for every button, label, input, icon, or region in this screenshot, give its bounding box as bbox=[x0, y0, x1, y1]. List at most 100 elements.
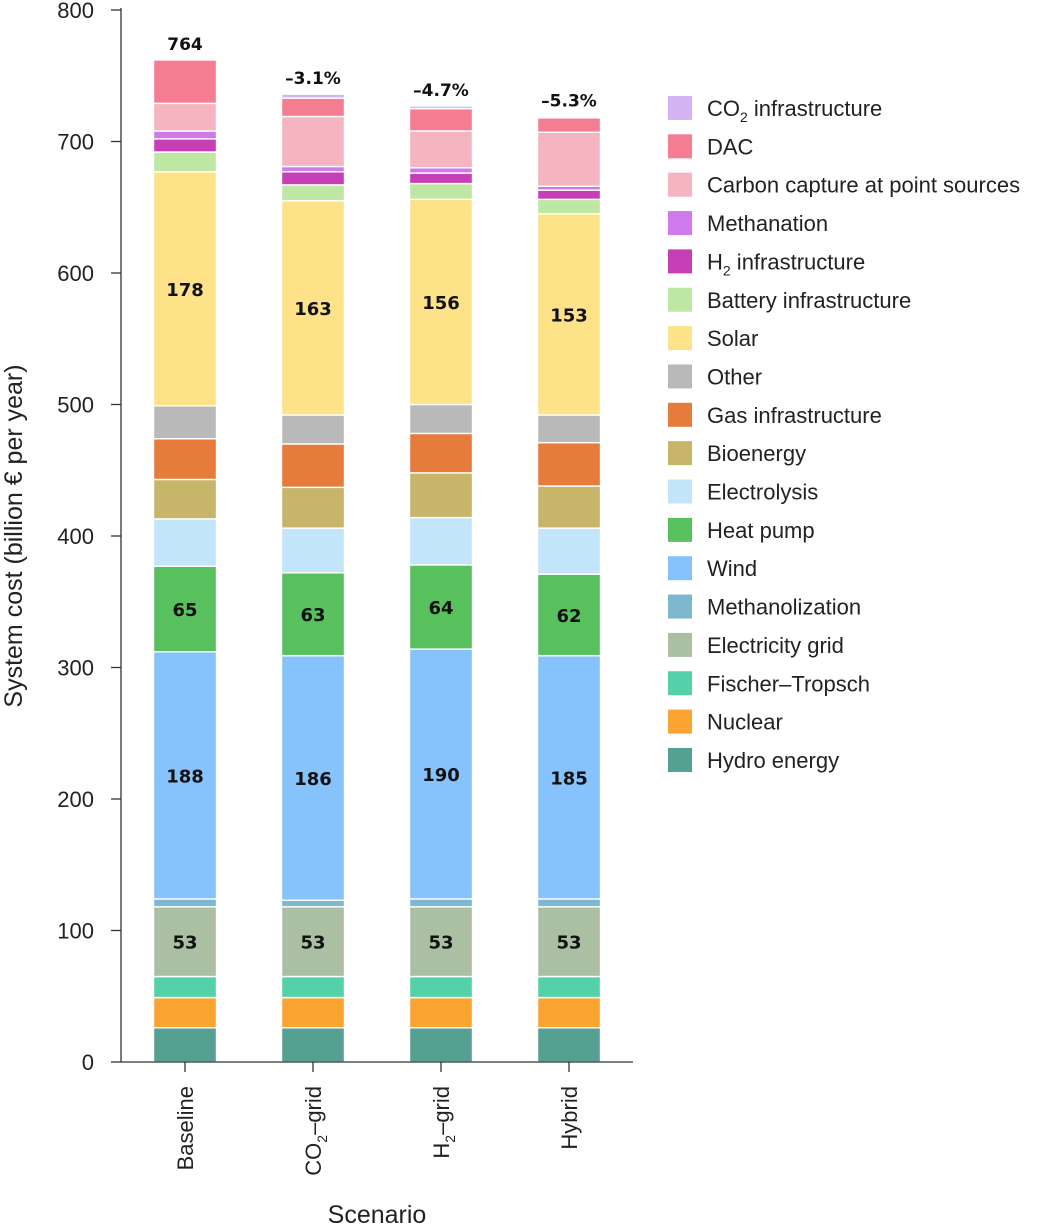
bar-segment-carbon-capture-at-point-sources bbox=[536, 131, 602, 187]
bar-segment-fischer-tropsch bbox=[408, 975, 474, 999]
bar-segment-other bbox=[280, 414, 346, 445]
legend-label: Wind bbox=[707, 556, 757, 581]
bar-segment-co2-infrastructure bbox=[408, 105, 474, 110]
legend-label: Solar bbox=[707, 326, 758, 351]
legend-label: Hydro energy bbox=[707, 748, 839, 773]
y-tick-label: 600 bbox=[57, 261, 94, 286]
bar-value-label: 62 bbox=[556, 606, 581, 627]
bar-value-label: 153 bbox=[550, 305, 588, 326]
legend-swatch bbox=[668, 632, 692, 657]
bar-segment-heat-pump bbox=[280, 572, 346, 657]
bar-segment-h2-infrastructure bbox=[408, 172, 474, 185]
bar-segment-battery-infrastructure bbox=[280, 184, 346, 202]
y-tick-label: 500 bbox=[57, 393, 94, 418]
x-axis-title: Scenario bbox=[328, 1201, 427, 1226]
legend-item: DAC bbox=[668, 134, 754, 159]
bar-segment-fischer-tropsch bbox=[280, 975, 346, 999]
bar-segment-nuclear bbox=[280, 996, 346, 1029]
legend-label: H2 infrastructure bbox=[707, 249, 865, 278]
bar-stack: 53 186 63 163 –3.1% bbox=[280, 69, 346, 1063]
bar-value-label: 178 bbox=[166, 280, 204, 301]
bars: 53 188 65 178 764 53 186 63 163 –3.1% 53 190 64 156 –4… bbox=[152, 35, 602, 1063]
legend-swatch bbox=[668, 556, 692, 581]
bar-segment-gas-infrastructure bbox=[152, 437, 218, 481]
legend-label: Carbon capture at point sources bbox=[707, 173, 1020, 198]
bar-segment-other bbox=[152, 405, 218, 440]
legend-label: Gas infrastructure bbox=[707, 403, 882, 428]
bar-segment-solar bbox=[536, 213, 602, 416]
legend-label: Other bbox=[707, 364, 762, 389]
legend-swatch bbox=[668, 249, 692, 274]
legend-item: Solar bbox=[668, 326, 758, 351]
legend-label: Fischer–Tropsch bbox=[707, 671, 870, 696]
bar-total-label: –4.7% bbox=[413, 81, 469, 101]
legend-item: Carbon capture at point sources bbox=[668, 172, 1020, 198]
bar-segment-electricity-grid bbox=[408, 906, 474, 978]
legend-item: Methanolization bbox=[668, 594, 861, 620]
bar-segment-dac bbox=[152, 59, 218, 105]
x-tick-label: H2–grid bbox=[429, 1086, 458, 1159]
legend-item: Fischer–Tropsch bbox=[668, 671, 870, 696]
bar-segment-hydro-energy bbox=[408, 1027, 474, 1063]
bar-stack: 53 185 62 153 –5.3% bbox=[536, 92, 602, 1063]
bar-segment-fischer-tropsch bbox=[152, 975, 218, 999]
y-tick-label: 300 bbox=[57, 656, 94, 681]
x-tick-label: Hybrid bbox=[557, 1086, 582, 1150]
bar-segment-battery-infrastructure bbox=[536, 198, 602, 215]
bar-segment-bioenergy bbox=[536, 485, 602, 529]
bar-segment-solar bbox=[408, 198, 474, 406]
y-tick-label: 200 bbox=[57, 787, 94, 812]
x-tick-label: CO2–grid bbox=[301, 1086, 330, 1176]
legend-swatch bbox=[668, 517, 692, 542]
bar-value-label: 156 bbox=[422, 293, 460, 314]
bar-segment-electrolysis bbox=[280, 527, 346, 574]
legend-item: Electrolysis bbox=[668, 479, 818, 505]
bar-value-label: 190 bbox=[422, 765, 460, 786]
legend-label: Methanation bbox=[707, 211, 828, 236]
bar-segment-dac bbox=[408, 107, 474, 132]
bar-segment-hydro-energy bbox=[280, 1027, 346, 1063]
bar-segment-electricity-grid bbox=[280, 906, 346, 978]
legend-label: CO2 infrastructure bbox=[707, 96, 882, 125]
legend-label: Bioenergy bbox=[707, 441, 806, 466]
bar-segment-solar bbox=[152, 171, 218, 407]
legend-swatch bbox=[668, 594, 692, 619]
legend-swatch bbox=[668, 402, 692, 427]
bar-segment-methanation bbox=[408, 167, 474, 174]
legend-item: Nuclear bbox=[668, 709, 783, 735]
legend-item: Methanation bbox=[668, 211, 828, 236]
legend-label: Methanolization bbox=[707, 595, 861, 620]
x-axis: Baseline CO2–grid H2–grid Hybrid bbox=[121, 1061, 633, 1176]
legend-swatch bbox=[668, 211, 692, 236]
bar-segment-carbon-capture-at-point-sources bbox=[408, 130, 474, 169]
bar-total-label: –5.3% bbox=[541, 92, 597, 112]
bar-segment-solar bbox=[280, 199, 346, 416]
bar-value-label: 53 bbox=[300, 933, 325, 954]
legend-swatch bbox=[668, 709, 692, 734]
legend: CO2 infrastructure DAC Carbon capture at p… bbox=[668, 96, 1020, 773]
legend-swatch bbox=[668, 134, 692, 159]
bar-segment-electricity-grid bbox=[536, 906, 602, 978]
bar-value-label: 163 bbox=[294, 299, 332, 320]
bar-segment-methanolization bbox=[280, 899, 346, 908]
legend-swatch bbox=[668, 671, 692, 696]
legend-item: Battery infrastructure bbox=[668, 287, 911, 313]
bar-segment-h2-infrastructure bbox=[152, 138, 218, 153]
bar-segment-methanation bbox=[280, 165, 346, 173]
legend-swatch bbox=[668, 479, 692, 504]
y-tick-label: 0 bbox=[82, 1050, 94, 1075]
y-tick-label: 800 bbox=[57, 0, 94, 23]
bar-segment-methanolization bbox=[408, 898, 474, 908]
bar-segment-wind bbox=[152, 651, 218, 900]
legend-label: Nuclear bbox=[707, 710, 783, 735]
y-axis-title: System cost (billion € per year) bbox=[0, 364, 28, 707]
bar-stack: 53 188 65 178 764 bbox=[152, 35, 218, 1063]
legend-label: DAC bbox=[707, 134, 754, 159]
legend-item: Bioenergy bbox=[668, 441, 806, 466]
legend-swatch bbox=[668, 747, 692, 772]
y-tick-label: 700 bbox=[57, 130, 94, 155]
bar-segment-h2-infrastructure bbox=[536, 189, 602, 201]
bar-segment-other bbox=[536, 414, 602, 444]
bar-value-label: 65 bbox=[172, 600, 197, 621]
